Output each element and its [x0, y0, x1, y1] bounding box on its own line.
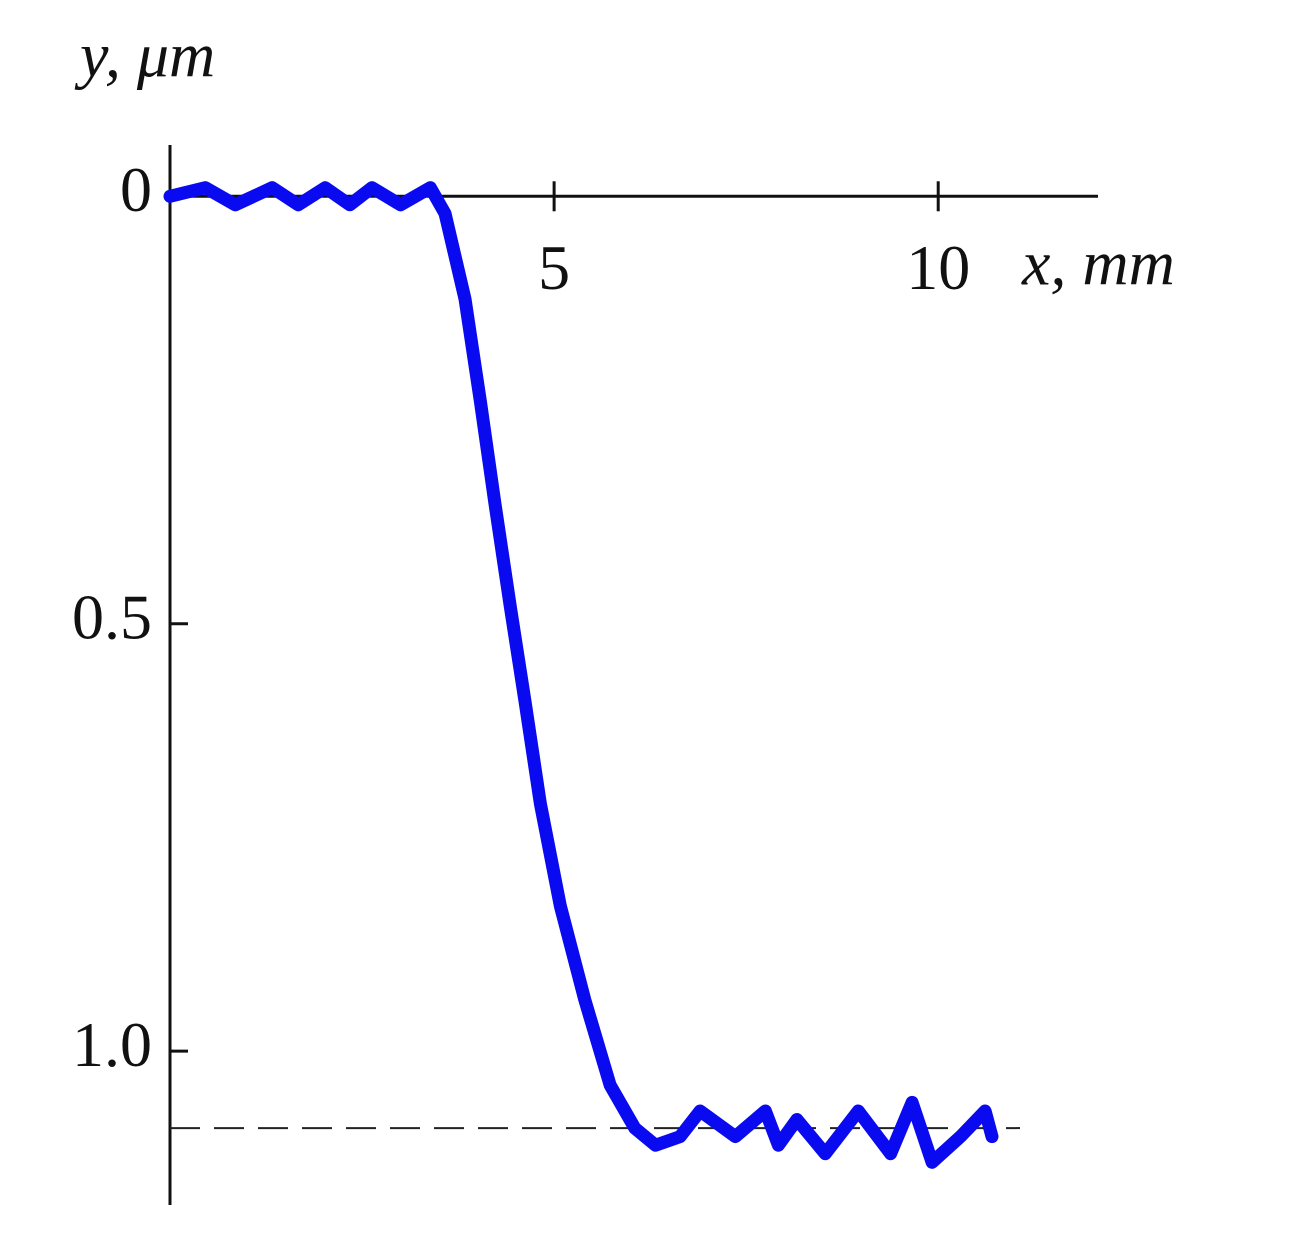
data-line	[163, 181, 999, 1169]
y-tick-label: 1.0	[72, 1009, 152, 1080]
x-tick-label: 10	[906, 232, 970, 303]
y-tick-label: 0	[120, 154, 152, 225]
x-axis-label: x, mm	[1021, 228, 1175, 299]
y-tick-label: 0.5	[72, 581, 152, 652]
y-axis-label: y, μm	[74, 20, 215, 91]
x-tick-label: 5	[538, 232, 570, 303]
